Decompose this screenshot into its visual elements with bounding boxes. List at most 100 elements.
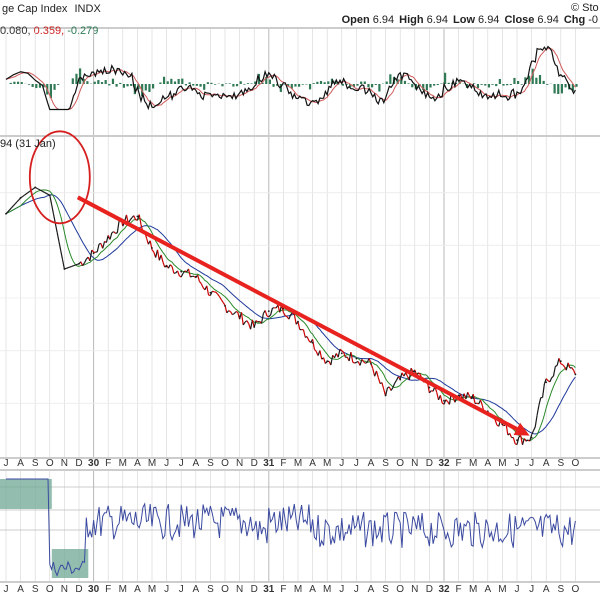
macd-histogram-bar <box>269 80 271 84</box>
price-segment <box>524 438 526 441</box>
x-tick-label: J <box>354 458 359 469</box>
ohlc-value: 6.94 <box>373 14 394 26</box>
macd-histogram-bar <box>192 84 194 86</box>
price-segment <box>395 380 397 383</box>
x-tick-label: O <box>572 458 580 469</box>
macd-histogram-bar <box>481 84 483 85</box>
price-segment <box>178 271 180 276</box>
price-segment <box>382 383 384 390</box>
macd-histogram-bar <box>57 84 59 85</box>
macd-histogram-bar <box>389 74 391 84</box>
price-point <box>312 342 314 344</box>
macd-histogram-bar <box>163 77 165 84</box>
x-tick-label: N <box>236 458 243 469</box>
price-segment <box>535 415 537 427</box>
macd-histogram-bar <box>159 82 161 84</box>
macd-histogram-bar <box>313 83 315 84</box>
price-point <box>93 252 95 254</box>
price-segment <box>46 193 48 194</box>
price-point <box>560 360 562 362</box>
price-segment <box>563 365 565 367</box>
macd-histogram-bar <box>386 82 388 84</box>
price-segment <box>220 297 222 300</box>
x-tick-label: M <box>498 458 506 469</box>
macd-line <box>6 47 575 110</box>
macd-histogram-bar <box>119 83 121 84</box>
price-segment <box>572 368 574 371</box>
price-segment <box>366 362 368 363</box>
price-segment <box>391 388 393 391</box>
macd-value: 0.080, <box>0 25 31 37</box>
price-point <box>78 263 80 265</box>
price-segment <box>234 312 236 314</box>
price-point <box>107 237 109 239</box>
macd-histogram-bar <box>199 84 201 87</box>
macd-histogram-bar <box>196 84 198 86</box>
macd-histogram-bar <box>429 84 431 88</box>
price-segment <box>331 355 333 365</box>
ohlc-label: High <box>399 14 424 26</box>
price-segment <box>24 194 26 195</box>
price-segment <box>11 206 13 208</box>
price-segment <box>373 369 375 377</box>
ohlc-label: Open <box>342 14 370 26</box>
x-tick-label: O <box>396 458 404 469</box>
macd-histogram-bar <box>10 83 12 84</box>
x-tick-label: J <box>529 584 534 595</box>
macd-histogram-bar <box>189 82 191 84</box>
price-segment <box>552 376 554 378</box>
price-segment <box>17 200 19 202</box>
price-segment <box>55 223 57 232</box>
ohlc-value: 6.94 <box>537 14 558 26</box>
x-tick-label: F <box>456 458 462 469</box>
x-tick-label: F <box>456 584 462 595</box>
macd-histogram-bar <box>112 79 114 84</box>
macd-histogram-bar <box>79 68 81 84</box>
price-point <box>370 363 372 365</box>
macd-histogram-bar <box>126 84 128 86</box>
price-point <box>166 266 168 268</box>
price-segment <box>247 321 249 324</box>
macd-histogram-bar <box>433 84 435 86</box>
macd-histogram-bar <box>32 84 34 87</box>
macd-histogram-bar <box>440 83 442 84</box>
price-point <box>341 352 343 354</box>
x-tick-label: J <box>529 458 534 469</box>
price-point <box>210 292 212 294</box>
price-segment <box>216 292 218 294</box>
x-tick-label: F <box>280 584 286 595</box>
x-tick-label: A <box>368 458 375 469</box>
price-segment <box>303 330 305 338</box>
x-tick-label: A <box>17 458 24 469</box>
macd-histogram-bar <box>327 81 329 84</box>
ohlc-label: Low <box>453 14 475 26</box>
macd-histogram-bar <box>214 84 216 85</box>
x-tick-label: O <box>221 584 229 595</box>
ohlc-value: 6.94 <box>427 14 448 26</box>
macd-histogram-bar <box>229 83 231 84</box>
grid <box>0 29 600 581</box>
macd-histogram-bar <box>108 84 110 85</box>
x-tick-label: J <box>354 584 359 595</box>
price-point <box>545 381 547 383</box>
macd-histogram-bar <box>510 84 512 85</box>
x-tick-label: S <box>207 458 214 469</box>
price-segment <box>218 294 220 296</box>
price-point <box>195 276 197 278</box>
price-point <box>239 316 241 318</box>
macd-histogram-bar <box>561 84 563 93</box>
price-segment <box>468 392 470 396</box>
x-tick-label: N <box>61 584 68 595</box>
macd-histogram-bar <box>356 84 358 86</box>
price-segment <box>355 362 357 363</box>
price-segment <box>353 362 355 363</box>
macd-histogram-bar <box>86 81 88 84</box>
macd-histogram-bar <box>240 81 242 84</box>
x-tick-label: A <box>543 584 550 595</box>
x-tick-label: D <box>426 458 433 469</box>
macd-histogram-bar <box>378 84 380 91</box>
macd-histogram-bar <box>207 82 209 84</box>
price-point <box>297 321 299 323</box>
